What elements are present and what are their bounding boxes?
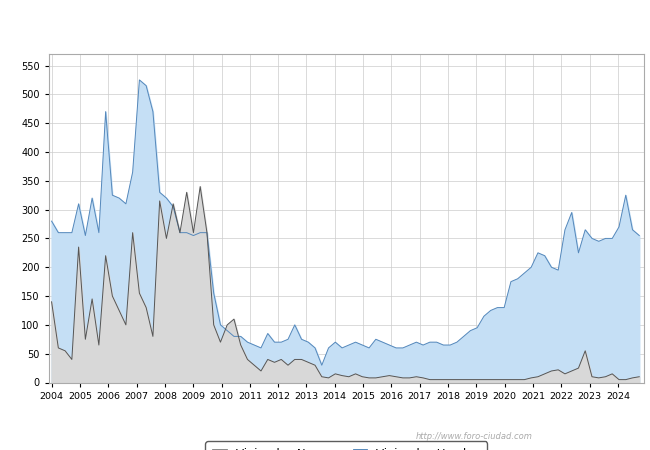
- Legend: Viviendas Nuevas, Viviendas Usadas: Viviendas Nuevas, Viviendas Usadas: [205, 441, 487, 450]
- Text: http://www.foro-ciudad.com: http://www.foro-ciudad.com: [416, 432, 533, 441]
- Text: Alcalá de Guadaíra  -  Evolucion del Nº de Transacciones Inmobiliarias: Alcalá de Guadaíra - Evolucion del Nº de…: [92, 14, 558, 27]
